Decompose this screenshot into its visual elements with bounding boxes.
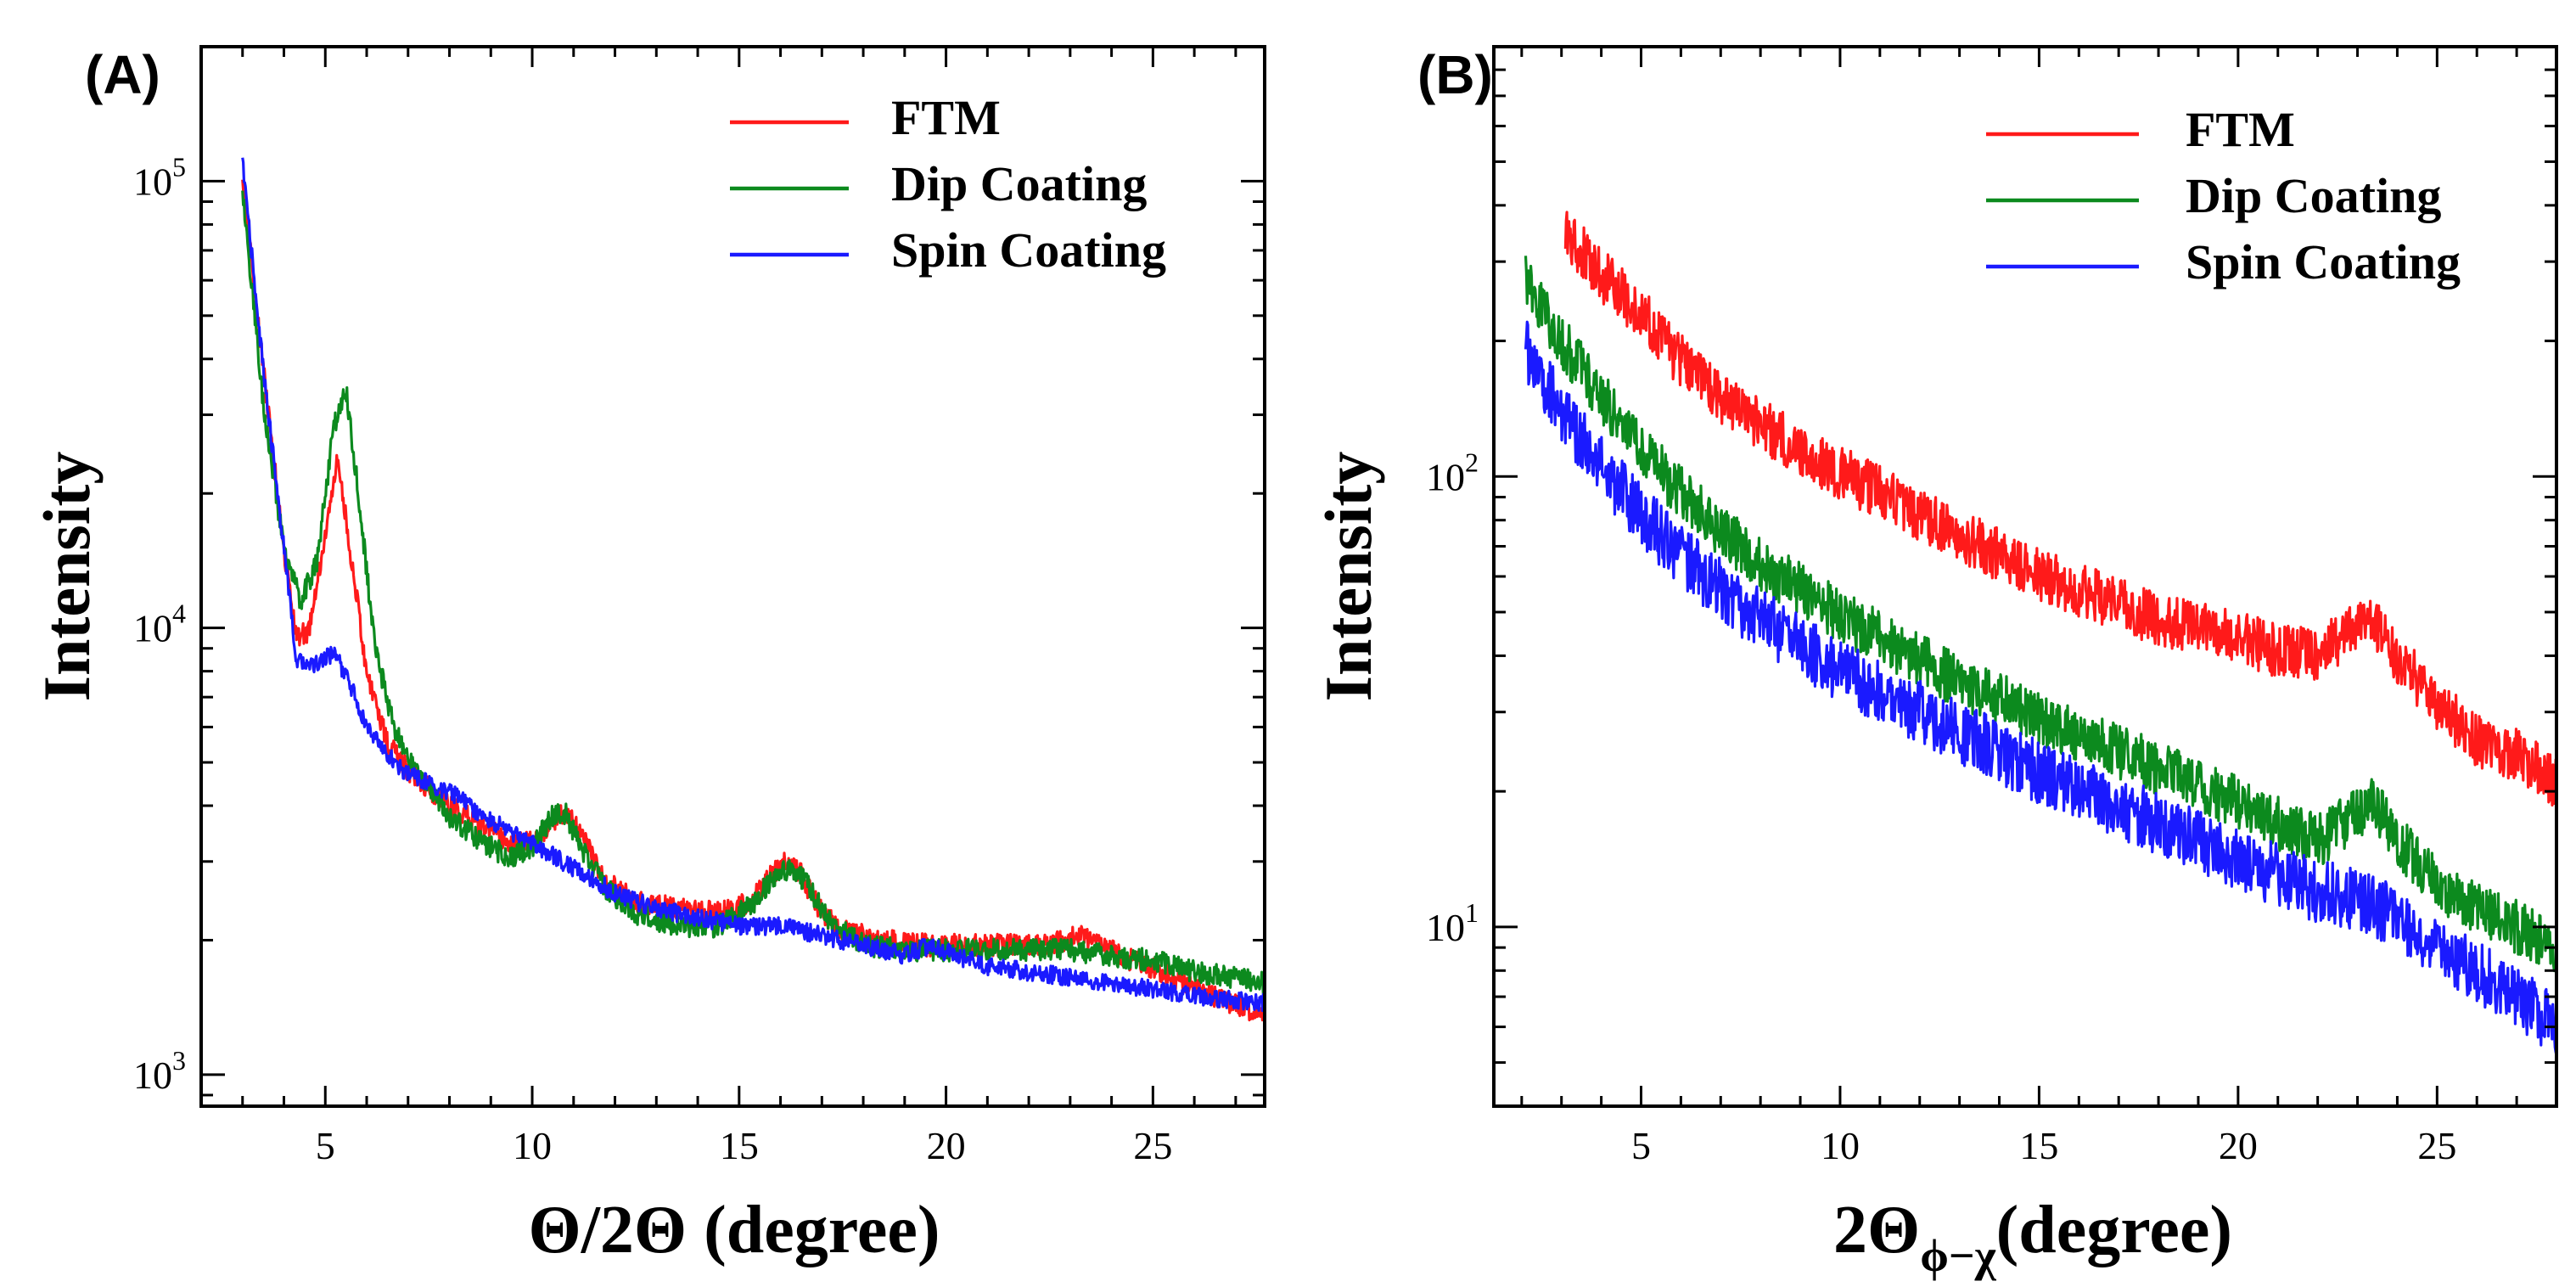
- y-tick-label: 104: [133, 599, 186, 650]
- y-tick-exponent: 1: [1465, 897, 1479, 928]
- legend-label-ftm: FTM: [2186, 102, 2295, 157]
- legend-label-ftm: FTM: [891, 90, 1001, 145]
- y-tick-exponent: 3: [172, 1045, 186, 1076]
- x-axis-label: 2Θϕ−χ(degree): [1833, 1193, 2232, 1281]
- series-line-spin-coating: [241, 157, 1265, 1013]
- legend-label-spin-coating: Spin Coating: [2186, 234, 2461, 289]
- x-tick-label: 20: [927, 1124, 966, 1167]
- x-tick-label: 25: [1133, 1124, 1172, 1167]
- y-tick-exponent: 5: [172, 151, 186, 182]
- x-tick-label: 5: [1631, 1124, 1651, 1167]
- x-tick-label: 20: [2219, 1124, 2258, 1167]
- series-line-dip-coating: [241, 190, 1265, 995]
- x-tick-label: 10: [1821, 1124, 1860, 1167]
- series-line-ftm: [241, 179, 1265, 1022]
- x-axis-label-tail: (degree): [1996, 1193, 2232, 1267]
- x-tick-label: 15: [2019, 1124, 2058, 1167]
- plot-frame: [199, 45, 1266, 1108]
- y-tick-label: 105: [133, 151, 186, 203]
- y-tick-label: 103: [133, 1045, 186, 1097]
- y-tick-exponent: 2: [1465, 447, 1479, 477]
- series-line-spin-coating: [1524, 320, 2556, 1056]
- y-tick-label: 102: [1426, 447, 1479, 498]
- legend-label-dip-coating: Dip Coating: [891, 156, 1147, 211]
- y-tick-base: 10: [133, 160, 172, 203]
- y-tick-base: 10: [1426, 906, 1465, 949]
- legend-label-spin-coating: Spin Coating: [891, 222, 1166, 278]
- y-axis-label: Intensity: [30, 452, 104, 702]
- y-tick-base: 10: [133, 607, 172, 650]
- x-tick-label: 15: [720, 1124, 759, 1167]
- panel-b-chart: 5 10 15 20 25101102(B)Intensity2Θϕ−χ(degree)…: [1311, 44, 2558, 1281]
- y-axis-label: Intensity: [1311, 452, 1385, 702]
- panel-label: (B): [1417, 44, 1493, 105]
- x-tick-label: 10: [513, 1124, 552, 1167]
- x-axis-label-main: Θ/2Θ (degree): [528, 1193, 940, 1267]
- panel-label: (A): [85, 44, 160, 105]
- series-line-ftm: [1563, 211, 2556, 807]
- legend-label-dip-coating: Dip Coating: [2186, 168, 2441, 223]
- y-tick-base: 10: [1426, 455, 1465, 498]
- y-tick-label: 101: [1426, 897, 1479, 949]
- y-tick-base: 10: [133, 1054, 172, 1097]
- y-tick-exponent: 4: [172, 599, 186, 629]
- x-tick-label: 5: [316, 1124, 335, 1167]
- x-axis-label-subscript: ϕ−χ: [1920, 1230, 1996, 1281]
- x-axis-label: Θ/2Θ (degree): [528, 1193, 940, 1267]
- x-tick-label: 25: [2417, 1124, 2456, 1167]
- series-line-dip-coating: [1524, 256, 2556, 973]
- x-axis-label-main: 2Θ: [1833, 1193, 1920, 1267]
